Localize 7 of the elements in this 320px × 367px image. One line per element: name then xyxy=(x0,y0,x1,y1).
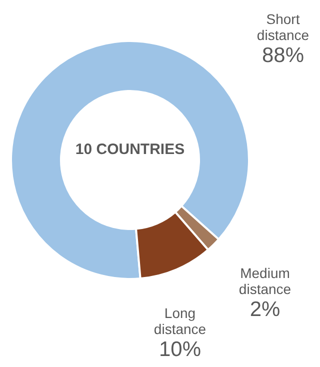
slice-label: Medium distance xyxy=(238,265,292,297)
data-label: 2% xyxy=(250,298,280,321)
data-label: 88% xyxy=(262,44,304,67)
data-label: 10% xyxy=(158,338,202,361)
slice-label: Long distance xyxy=(154,305,206,337)
text: 10 COUNTRIES xyxy=(75,141,185,158)
slice-label: Short distance xyxy=(256,11,310,43)
